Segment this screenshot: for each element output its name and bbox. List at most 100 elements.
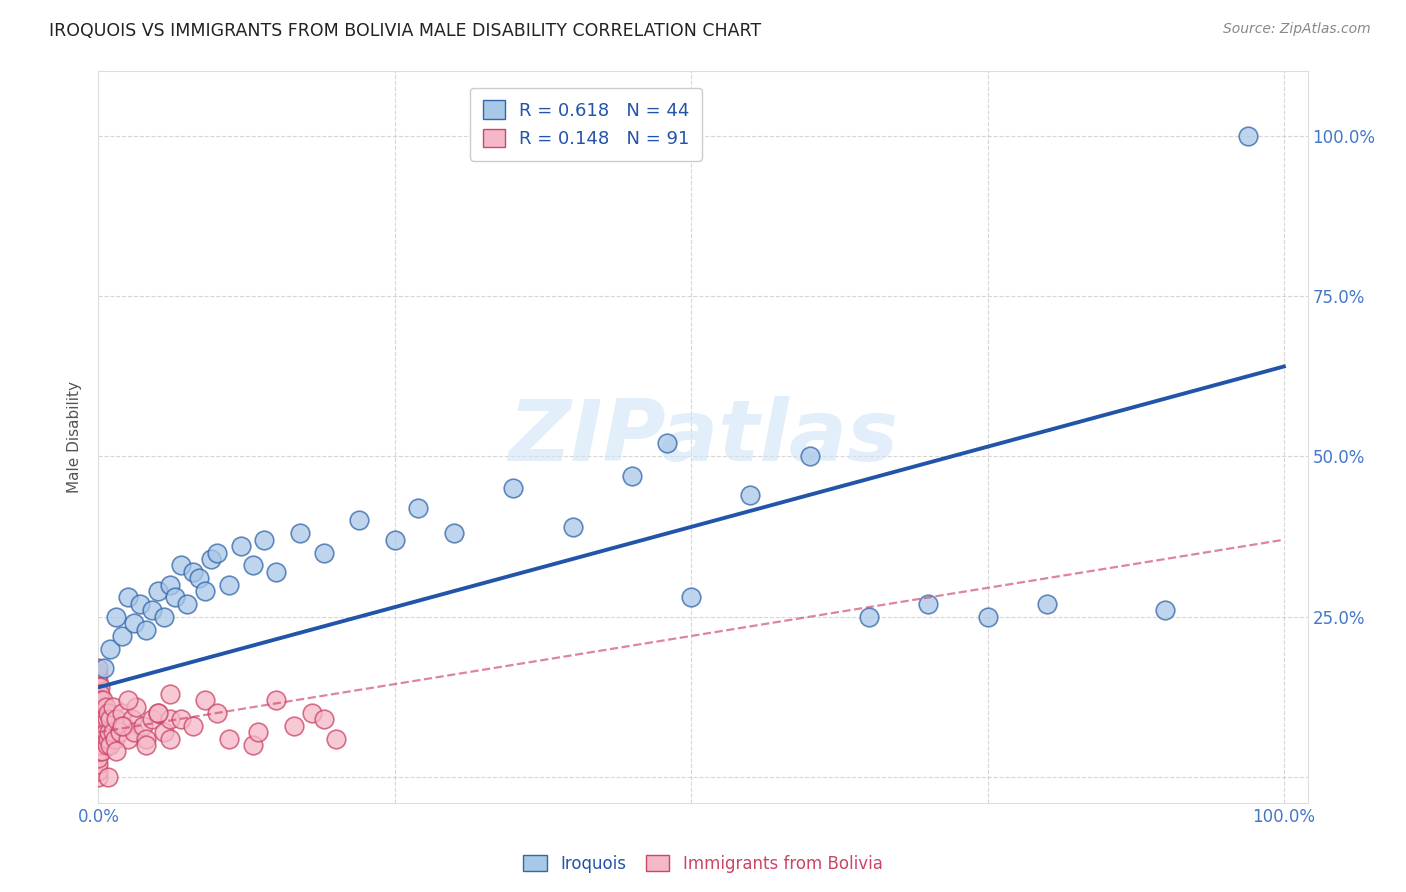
Point <box>117 693 139 707</box>
Point <box>125 699 148 714</box>
Point <box>1036 597 1059 611</box>
Point <box>111 629 134 643</box>
Point <box>194 584 217 599</box>
Point <box>90 693 112 707</box>
Point <box>93 661 115 675</box>
Point <box>122 725 145 739</box>
Point <box>87 725 110 739</box>
Point <box>87 693 110 707</box>
Point <box>135 623 157 637</box>
Point <box>253 533 276 547</box>
Point <box>101 699 124 714</box>
Point <box>1237 128 1260 143</box>
Point <box>111 706 134 720</box>
Point <box>87 712 110 726</box>
Text: Source: ZipAtlas.com: Source: ZipAtlas.com <box>1223 22 1371 37</box>
Point <box>657 436 679 450</box>
Point <box>87 681 110 695</box>
Point <box>301 706 323 720</box>
Point <box>97 731 120 746</box>
Point <box>87 693 110 707</box>
Point <box>87 661 110 675</box>
Point <box>93 731 115 746</box>
Point <box>129 597 152 611</box>
Point <box>242 738 264 752</box>
Point <box>87 699 110 714</box>
Point <box>146 584 169 599</box>
Point <box>200 552 222 566</box>
Point <box>87 699 110 714</box>
Point <box>218 577 240 591</box>
Point <box>87 731 110 746</box>
Point <box>152 725 174 739</box>
Point <box>105 609 128 624</box>
Point <box>165 591 187 605</box>
Point <box>89 725 111 739</box>
Point <box>87 712 110 726</box>
Legend: Iroquois, Immigrants from Bolivia: Iroquois, Immigrants from Bolivia <box>517 848 889 880</box>
Point <box>799 450 821 464</box>
Point <box>98 712 121 726</box>
Point <box>97 770 120 784</box>
Point <box>170 558 193 573</box>
Point <box>264 565 287 579</box>
Point <box>98 738 121 752</box>
Point <box>561 520 583 534</box>
Point <box>87 744 110 758</box>
Point <box>89 738 111 752</box>
Point <box>114 719 136 733</box>
Point <box>98 641 121 656</box>
Point <box>87 719 110 733</box>
Point <box>111 719 134 733</box>
Legend: R = 0.618   N = 44, R = 0.148   N = 91: R = 0.618 N = 44, R = 0.148 N = 91 <box>470 87 702 161</box>
Point <box>93 712 115 726</box>
Point <box>117 591 139 605</box>
Point <box>347 514 370 528</box>
Point <box>105 744 128 758</box>
Point <box>288 526 311 541</box>
Point <box>135 731 157 746</box>
Point <box>87 757 110 772</box>
Point <box>408 500 430 515</box>
Point <box>104 731 127 746</box>
Point <box>96 712 118 726</box>
Point <box>242 558 264 573</box>
Point <box>188 571 211 585</box>
Point <box>176 597 198 611</box>
Point <box>91 706 114 720</box>
Point <box>135 738 157 752</box>
Point <box>194 693 217 707</box>
Point <box>96 738 118 752</box>
Point <box>159 712 181 726</box>
Point <box>264 693 287 707</box>
Point <box>101 725 124 739</box>
Point <box>87 744 110 758</box>
Point <box>87 738 110 752</box>
Point <box>443 526 465 541</box>
Point <box>218 731 240 746</box>
Point <box>105 712 128 726</box>
Point <box>87 667 110 681</box>
Point <box>205 706 228 720</box>
Point <box>976 609 998 624</box>
Point <box>90 719 112 733</box>
Point <box>1154 603 1177 617</box>
Point <box>89 687 111 701</box>
Point <box>94 725 117 739</box>
Point <box>681 591 703 605</box>
Point <box>87 673 110 688</box>
Point <box>917 597 939 611</box>
Point <box>91 693 114 707</box>
Y-axis label: Male Disability: Male Disability <box>67 381 83 493</box>
Point <box>91 744 114 758</box>
Point <box>312 545 335 559</box>
Point <box>89 744 111 758</box>
Point <box>170 712 193 726</box>
Point <box>108 725 131 739</box>
Point <box>858 609 880 624</box>
Point <box>159 731 181 746</box>
Point <box>152 609 174 624</box>
Point <box>325 731 347 746</box>
Point <box>283 719 305 733</box>
Point <box>98 725 121 739</box>
